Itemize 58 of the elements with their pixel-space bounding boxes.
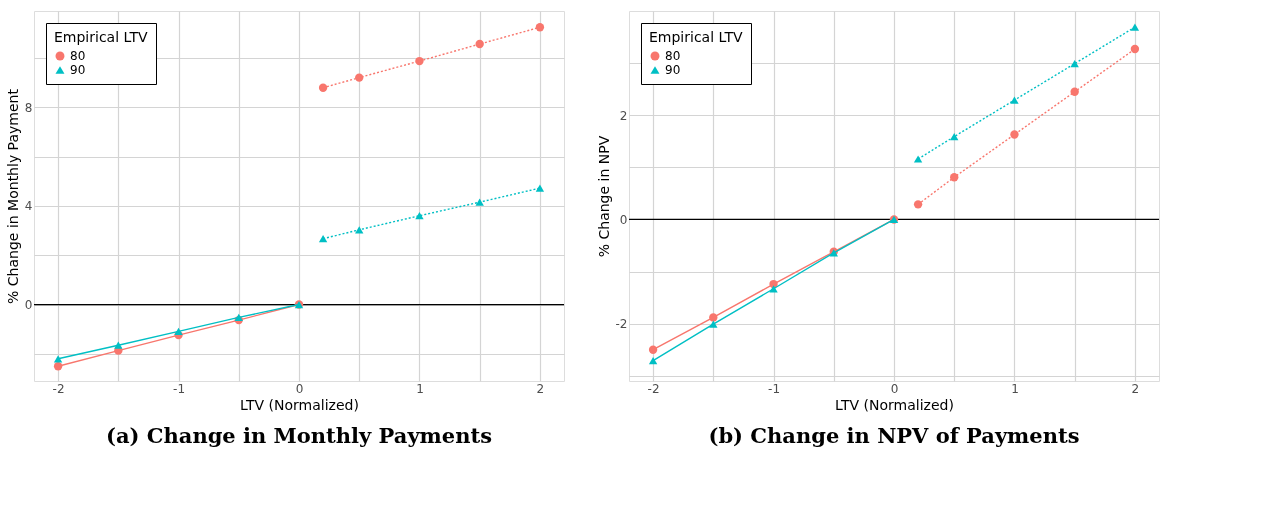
x-tick-label: 2 — [1131, 381, 1140, 396]
x-tick-label: 2 — [536, 381, 545, 396]
point — [114, 341, 123, 349]
point — [355, 73, 364, 82]
point — [318, 235, 328, 243]
y-tick-label: 8 — [24, 100, 33, 115]
point — [535, 23, 545, 32]
legend-label: 90 — [665, 63, 681, 77]
point — [1010, 96, 1019, 104]
y-axis-title: % Change in NPV — [595, 135, 612, 258]
point — [475, 198, 484, 206]
point — [913, 155, 923, 163]
y-tick-label: 2 — [619, 108, 628, 123]
point — [1130, 23, 1140, 31]
point — [475, 39, 484, 49]
point — [1130, 44, 1140, 54]
legend-title: Empirical LTV — [54, 29, 148, 45]
point — [950, 132, 959, 141]
legend-label: 80 — [665, 49, 681, 63]
point — [648, 357, 658, 365]
x-tick-label: 1 — [416, 381, 424, 396]
x-tick-label: -1 — [768, 381, 781, 396]
x-tick-label: 1 — [1011, 381, 1019, 396]
point — [535, 184, 545, 192]
y-tick-label: 4 — [24, 199, 33, 214]
point — [174, 327, 183, 336]
x-axis-title: LTV (Normalized) — [835, 396, 954, 413]
x-axis-title: LTV (Normalized) — [240, 396, 359, 413]
point — [950, 173, 959, 182]
point — [53, 362, 63, 371]
text: (b) Change in NPV of Payments — [708, 423, 1080, 448]
point — [53, 355, 63, 363]
legend-label: 80 — [70, 49, 86, 63]
point — [1010, 130, 1019, 139]
point — [234, 313, 243, 321]
point — [415, 56, 424, 66]
point — [355, 226, 364, 234]
x-tick-label: -2 — [647, 381, 660, 396]
x-tick-label: -1 — [173, 381, 186, 396]
point — [648, 345, 658, 354]
x-tick-label: -2 — [52, 381, 65, 396]
y-tick-label: -2 — [615, 317, 628, 332]
point — [318, 83, 328, 92]
point — [1070, 87, 1079, 96]
x-tick-label: 0 — [890, 381, 899, 396]
y-axis-title: % Change in Monthly Payment — [4, 88, 21, 304]
legend-title: Empirical LTV — [649, 29, 743, 45]
point — [709, 320, 718, 328]
point — [709, 313, 718, 322]
text: (a) Change in Monthly Payments — [106, 423, 492, 448]
point — [769, 285, 778, 293]
y-tick-label: 0 — [619, 212, 628, 227]
point — [913, 200, 923, 209]
point — [415, 212, 424, 220]
x-tick-label: 0 — [295, 381, 304, 396]
point — [1070, 60, 1079, 68]
legend-label: 90 — [70, 63, 86, 77]
y-tick-label: 0 — [24, 298, 33, 313]
